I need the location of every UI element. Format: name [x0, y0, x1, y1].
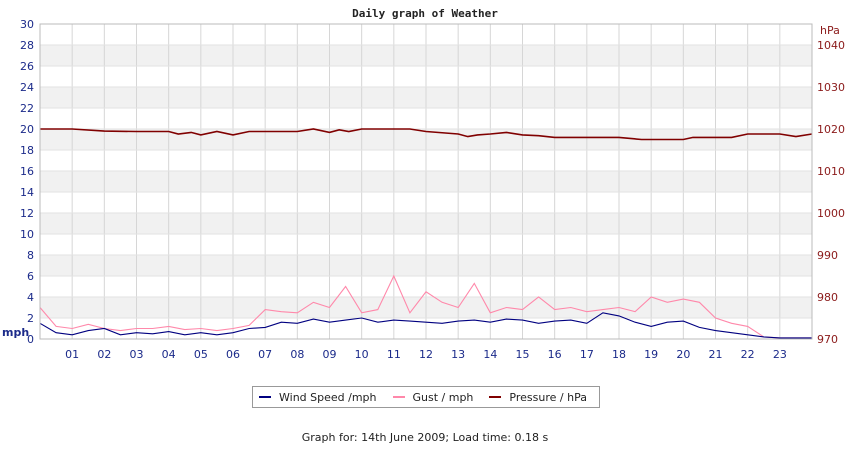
y-left-tick-label: 14	[20, 186, 34, 199]
y-right-tick-label: 1020	[817, 123, 845, 136]
y-left-tick-label: 28	[20, 39, 34, 52]
y-right-tick-label: 1040	[817, 39, 845, 52]
x-tick-label: 06	[226, 348, 240, 361]
legend-item-pressure: Pressure / hPa	[489, 391, 587, 404]
x-tick-label: 09	[323, 348, 337, 361]
y-right-unit: hPa	[820, 24, 840, 37]
x-tick-label: 13	[451, 348, 465, 361]
legend: Wind Speed /mph Gust / mph Pressure / hP…	[252, 386, 600, 408]
footer-status: Graph for: 14th June 2009; Load time: 0.…	[301, 431, 549, 444]
y-left-tick-label: 18	[20, 144, 34, 157]
x-tick-label: 19	[644, 348, 658, 361]
x-tick-label: 21	[709, 348, 723, 361]
x-tick-label: 07	[258, 348, 272, 361]
chart-title: Daily graph of Weather	[352, 7, 498, 20]
legend-item-wind: Wind Speed /mph	[259, 391, 377, 404]
y-left-tick-label: 24	[20, 81, 34, 94]
legend-item-gust: Gust / mph	[392, 390, 474, 404]
y-left-tick-label: 26	[20, 60, 34, 73]
x-tick-label: 01	[65, 348, 79, 361]
plot-frame	[39, 23, 813, 340]
x-tick-label: 05	[194, 348, 208, 361]
x-tick-label: 04	[162, 348, 176, 361]
x-tick-label: 20	[676, 348, 690, 361]
y-left-unit: mph	[2, 326, 29, 339]
wind-swatch-icon	[259, 396, 271, 398]
y-left-tick-label: 22	[20, 102, 34, 115]
y-left-tick-label: 12	[20, 207, 34, 220]
y-right-tick-label: 1030	[817, 81, 845, 94]
x-tick-label: 11	[387, 348, 401, 361]
pressure-swatch-icon	[489, 396, 502, 398]
legend-gust-label: Gust / mph	[412, 390, 474, 404]
legend-wind-label: Wind Speed /mph	[279, 390, 377, 404]
x-tick-label: 02	[97, 348, 111, 361]
y-left-tick-label: 8	[27, 249, 34, 262]
y-right-tick-label: 990	[817, 249, 838, 262]
y-right-tick-label: 1000	[817, 207, 845, 220]
x-tick-label: 12	[419, 348, 433, 361]
series-pressure	[40, 128, 813, 141]
weather-chart: Daily graph of Weather 02468101214161820…	[2, 7, 845, 361]
y-left-tick-label: 30	[20, 18, 34, 31]
x-tick-label: 10	[355, 348, 369, 361]
x-tick-label: 17	[580, 348, 594, 361]
y-right-tick-label: 980	[817, 291, 838, 304]
x-tick-label: 14	[483, 348, 497, 361]
y-right-tick-label: 970	[817, 333, 838, 346]
series-gust	[39, 274, 812, 339]
x-tick-label: 16	[548, 348, 562, 361]
y-left-tick-label: 4	[27, 291, 34, 304]
axis-labels: 0246810121416182022242628309709809901000…	[2, 18, 845, 361]
legend-pressure-label: Pressure / hPa	[509, 390, 587, 404]
x-tick-label: 03	[130, 348, 144, 361]
y-left-tick-label: 0	[27, 333, 34, 346]
gust-swatch-icon	[392, 396, 405, 398]
series-wind-speed	[39, 312, 812, 339]
plot-axes	[39, 23, 813, 340]
y-right-tick-label: 1010	[817, 165, 845, 178]
x-tick-label: 15	[516, 348, 530, 361]
y-left-tick-label: 20	[20, 123, 34, 136]
x-tick-label: 08	[290, 348, 304, 361]
series-layer	[39, 128, 813, 339]
y-left-tick-label: 2	[27, 312, 34, 325]
y-left-tick-label: 16	[20, 165, 34, 178]
y-left-tick-label: 10	[20, 228, 34, 241]
y-left-tick-label: 6	[27, 270, 34, 283]
x-tick-label: 22	[741, 348, 755, 361]
x-tick-label: 18	[612, 348, 626, 361]
x-tick-label: 23	[773, 348, 787, 361]
